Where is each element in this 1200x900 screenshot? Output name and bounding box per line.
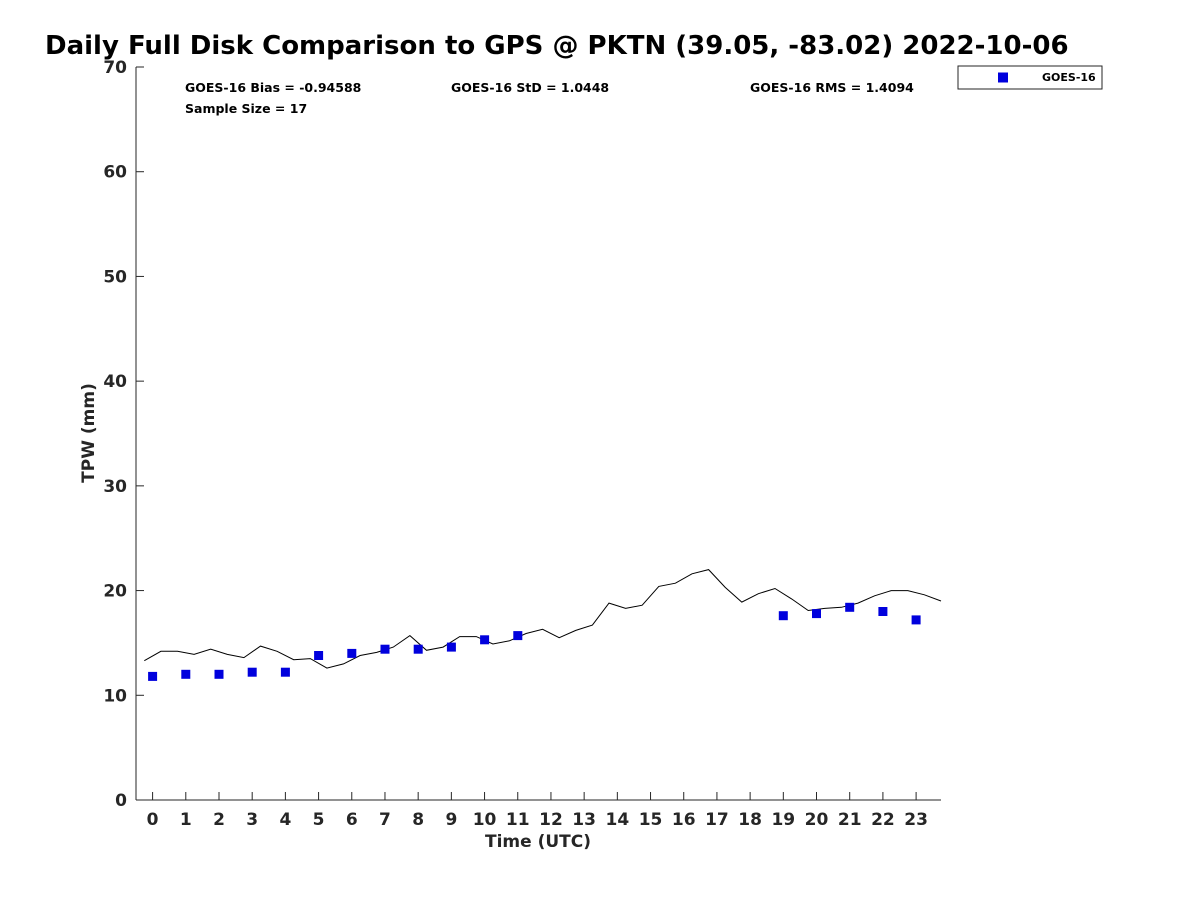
goes16-data-point [214,669,224,679]
x-tick-label: 8 [412,810,424,830]
y-tick-label: 0 [115,791,127,811]
x-tick-label: 23 [904,810,928,830]
rms-stat: GOES-16 RMS = 1.4094 [750,80,914,95]
goes16-data-point [845,602,855,612]
x-tick-label: 12 [539,810,563,830]
goes16-data-point [181,669,191,679]
goes16-data-point [446,642,456,652]
legend: GOES-16 [957,65,1103,90]
bias-stat: GOES-16 Bias = -0.94588 [185,80,361,95]
x-tick-label: 0 [147,810,159,830]
x-tick-label: 2 [213,810,225,830]
legend-box [957,65,1103,90]
x-tick-label: 13 [572,810,596,830]
plot-area [136,67,941,800]
x-tick-label: 14 [606,810,630,830]
goes16-data-point [812,609,821,619]
x-tick-label: 17 [705,810,729,830]
y-tick-label: 70 [103,58,127,78]
legend-marker [998,72,1008,83]
sample-size-stat: Sample Size = 17 [185,101,307,116]
goes16-data-point [380,644,390,654]
goes16-data-point [347,648,357,658]
x-tick-label: 11 [506,810,530,830]
goes16-data-point [148,671,158,681]
goes16-data-point [413,644,423,654]
x-tick-label: 20 [805,810,829,830]
x-tick-label: 15 [639,810,663,830]
x-tick-label: 18 [738,810,762,830]
y-tick-label: 20 [103,582,127,602]
goes16-data-point [513,631,523,641]
std-stat: GOES-16 StD = 1.0448 [451,80,609,95]
gps-series-line [144,569,942,669]
y-tick-label: 40 [103,372,127,392]
x-tick-label: 22 [871,810,895,830]
goes16-marker-layer [148,602,921,681]
goes16-data-point [314,651,324,660]
goes16-data-point [247,667,257,677]
x-tick-label: 5 [313,810,325,830]
x-tick-label: 6 [346,810,358,830]
y-tick-label: 60 [103,163,127,183]
x-tick-label: 7 [379,810,391,830]
gps-line-layer [144,569,942,669]
y-tick-label: 50 [103,267,127,287]
x-tick-label: 3 [246,810,258,830]
y-tick-label: 10 [103,686,127,706]
y-axis-label: TPW (mm) [79,383,99,483]
x-tick-label: 1 [180,810,192,830]
x-tick-label: 21 [838,810,862,830]
x-tick-label: 9 [445,810,457,830]
y-tick-label: 30 [103,477,127,497]
x-tick-label: 16 [672,810,696,830]
x-tick-label: 10 [473,810,497,830]
goes16-data-point [280,667,290,677]
chart-title: Daily Full Disk Comparison to GPS @ PKTN… [45,31,1069,61]
legend-label: GOES-16 [1042,71,1096,84]
y-axis-ticks: 0 10 20 30 40 50 60 70 [103,58,144,811]
goes16-data-point [480,635,490,645]
goes16-data-point [878,607,888,616]
goes16-data-point [778,611,788,621]
goes16-data-point [911,615,921,625]
x-axis-label: Time (UTC) [485,832,591,852]
x-axis-ticks: 0 1 2 3 4 5 6 7 8 9 10 11 12 13 14 15 16 17 18 19 20 21 22 23 [147,792,928,830]
x-tick-label: 4 [279,810,291,830]
x-tick-label: 19 [771,810,795,830]
